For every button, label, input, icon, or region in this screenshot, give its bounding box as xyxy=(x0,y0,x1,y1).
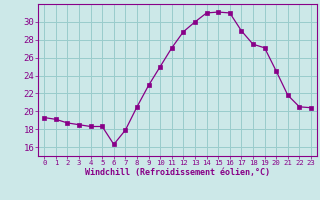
X-axis label: Windchill (Refroidissement éolien,°C): Windchill (Refroidissement éolien,°C) xyxy=(85,168,270,177)
